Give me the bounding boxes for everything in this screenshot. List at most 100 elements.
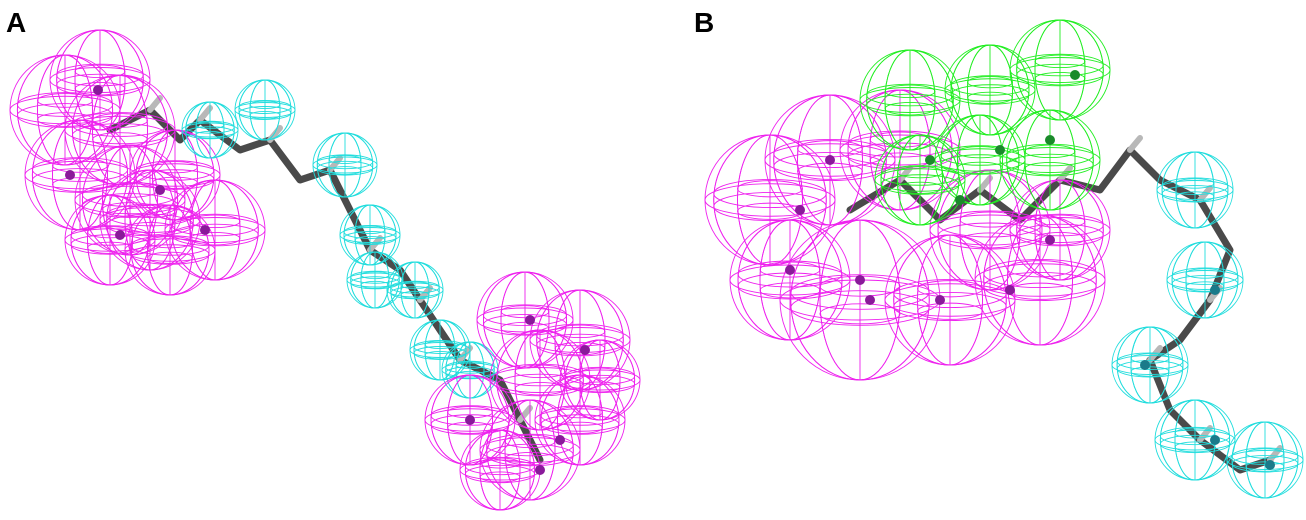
parallel	[424, 408, 516, 432]
hydrogen	[517, 405, 533, 423]
atom	[1005, 285, 1015, 295]
meridian	[350, 251, 400, 309]
wire-sphere	[1226, 421, 1304, 499]
atom	[955, 195, 965, 205]
wire-sphere	[1166, 241, 1244, 319]
parallel	[164, 217, 266, 243]
parallel	[87, 226, 133, 239]
atom	[535, 465, 545, 475]
wire-sphere	[339, 204, 401, 266]
hydrogen	[197, 105, 213, 123]
wire-sphere	[1154, 399, 1236, 481]
wire-sphere	[1009, 19, 1111, 121]
parallel	[37, 93, 93, 108]
wire-sphere	[409, 319, 471, 381]
meridian	[430, 374, 510, 466]
wire-sphere	[234, 79, 296, 141]
meridian	[950, 44, 1030, 136]
parallel	[74, 185, 186, 215]
parallel	[500, 305, 550, 319]
parallel	[147, 236, 193, 249]
parallel	[328, 155, 362, 164]
wire-sphere	[729, 219, 851, 341]
parallel	[1156, 180, 1234, 200]
meridian	[893, 234, 1007, 366]
wire-sphere	[99, 169, 201, 271]
meridian	[1171, 241, 1239, 319]
parallel	[819, 303, 901, 325]
atom	[825, 155, 835, 165]
parallel	[859, 87, 961, 113]
parallel	[152, 161, 198, 174]
parallel	[579, 367, 621, 379]
bond-chain	[106, 106, 544, 464]
atom	[1210, 285, 1220, 295]
meridian	[71, 74, 169, 186]
wire-sphere	[559, 339, 641, 421]
meridian	[1159, 399, 1231, 481]
parallel	[479, 457, 521, 469]
hydrogen	[1127, 135, 1143, 153]
atom	[93, 85, 103, 95]
parallel	[189, 214, 241, 229]
atom	[465, 415, 475, 425]
parallel	[1226, 450, 1304, 470]
parallel	[557, 406, 603, 419]
parallel	[360, 271, 390, 280]
bond-chain	[846, 146, 1274, 474]
parallel	[195, 121, 225, 130]
hydrogen	[267, 125, 283, 143]
parallel	[929, 214, 1051, 246]
parallel	[1024, 144, 1076, 159]
parallel	[1174, 427, 1216, 439]
atom	[785, 265, 795, 275]
parallel	[479, 437, 581, 463]
wire-sphere	[1009, 179, 1111, 281]
parallel	[1009, 217, 1111, 243]
wire-sphere	[859, 49, 961, 151]
parallel	[74, 64, 126, 79]
wire-sphere	[346, 251, 404, 309]
parallel	[99, 207, 201, 233]
parallel	[234, 102, 296, 118]
parallel	[514, 364, 566, 379]
meridian	[445, 341, 495, 399]
atom	[65, 170, 75, 180]
hydrogen	[897, 165, 913, 183]
hydrogen	[977, 175, 993, 193]
wire-sphere	[441, 341, 499, 399]
atom	[995, 145, 1005, 155]
parallel	[1111, 355, 1189, 375]
meridian	[847, 89, 953, 211]
wire-sphere	[64, 74, 176, 186]
meridian	[1161, 151, 1229, 229]
atom	[1070, 70, 1080, 80]
wire-sphere	[534, 374, 626, 466]
parallel	[346, 272, 404, 288]
wire-sphere	[929, 169, 1051, 291]
parallel	[24, 160, 136, 190]
parallel	[534, 408, 626, 432]
meridian	[937, 169, 1043, 291]
hydrogen	[147, 95, 163, 113]
atom	[1140, 360, 1150, 370]
wire-sphere	[424, 374, 516, 466]
panel-a	[9, 29, 641, 511]
parallel	[92, 113, 148, 128]
parallel	[400, 281, 430, 290]
meridian	[773, 94, 887, 226]
meridian	[866, 49, 954, 151]
meridian	[880, 134, 960, 226]
meridian	[496, 329, 584, 431]
parallel	[704, 183, 836, 217]
atom	[580, 345, 590, 355]
atom	[865, 295, 875, 305]
wire-sphere	[164, 179, 266, 281]
meridian	[238, 79, 292, 141]
wire-sphere	[529, 289, 631, 391]
parallel	[554, 324, 606, 339]
parallel	[1175, 178, 1215, 189]
wire-sphere	[874, 134, 966, 226]
parallel	[1245, 448, 1285, 459]
